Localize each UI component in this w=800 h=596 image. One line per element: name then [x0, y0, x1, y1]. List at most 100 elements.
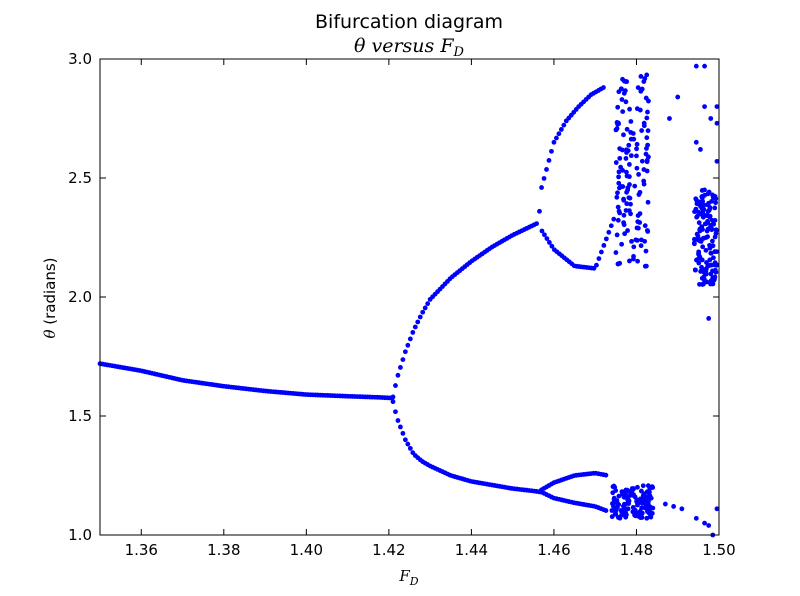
chaotic-point [631, 244, 637, 250]
chaotic-point [693, 267, 698, 273]
chaotic-point [639, 128, 645, 133]
chaotic-point [693, 206, 699, 212]
chaotic-point [635, 85, 641, 90]
chaotic-point [616, 169, 622, 175]
chaotic-point [699, 264, 704, 270]
chart-subtitle-var: F [439, 35, 454, 57]
chaotic-point [624, 201, 630, 207]
chaotic-point [643, 248, 649, 254]
chaotic-point [624, 169, 629, 175]
chaotic-point [641, 120, 647, 126]
branch-point [393, 383, 398, 388]
chaotic-point [644, 228, 650, 233]
chaotic-point [711, 255, 716, 261]
chaotic-point [712, 234, 718, 240]
chaotic-point [624, 79, 630, 85]
branch-point [410, 330, 416, 335]
chaotic-point [624, 189, 629, 195]
chaotic-point [628, 201, 633, 207]
chaotic-point [631, 136, 637, 142]
chaotic-point [692, 241, 697, 247]
chaotic-point [697, 281, 702, 287]
chaotic-point [614, 232, 620, 238]
scatter-point [693, 139, 699, 145]
branch-point [400, 357, 406, 362]
branch-point [603, 472, 609, 478]
chaotic-point [703, 247, 709, 253]
chaotic-point [618, 86, 624, 92]
chaotic-point [632, 183, 638, 189]
scatter-point [706, 316, 712, 321]
branch-point [390, 399, 396, 405]
chaotic-point [644, 515, 650, 521]
scatter-point [714, 120, 720, 126]
chaotic-point [705, 209, 711, 214]
chaotic-point [616, 502, 622, 508]
chaotic-point [621, 132, 626, 138]
branch-point [561, 122, 567, 128]
branch-point [402, 437, 408, 443]
branch-point [544, 167, 549, 172]
chaotic-point [634, 225, 640, 231]
scatter-point [679, 506, 685, 512]
scatter-point [714, 158, 720, 164]
chaotic-point [644, 146, 649, 151]
branch-point [422, 305, 428, 311]
chaotic-point [712, 262, 718, 268]
chaotic-point [617, 155, 623, 161]
branch-point [606, 229, 612, 235]
chaotic-point [615, 190, 620, 196]
chaotic-point [648, 495, 654, 501]
chaotic-point [701, 276, 707, 282]
chaotic-point [644, 135, 650, 141]
scatter-point [675, 94, 681, 100]
x-tick-label: 1.50 [702, 541, 735, 559]
chaotic-point [634, 146, 639, 152]
scatter-point [714, 506, 720, 512]
chaotic-point [623, 156, 629, 161]
chaotic-point [626, 501, 632, 506]
chaotic-point [627, 106, 632, 112]
chaotic-point [624, 126, 630, 132]
chaotic-point [710, 192, 715, 198]
x-tick-label: 1.44 [455, 541, 488, 559]
chaotic-point [705, 226, 711, 232]
branch-point [402, 349, 408, 355]
branch-point [412, 324, 418, 330]
branch-point [594, 262, 599, 268]
chaotic-point [645, 109, 650, 115]
chaotic-point [640, 493, 646, 499]
chaotic-point [644, 115, 650, 121]
branch-point [395, 418, 401, 423]
chaotic-point [610, 490, 616, 496]
scatter-point [662, 501, 668, 507]
y-tick-label: 2.0 [68, 288, 92, 306]
branch-point [554, 135, 559, 141]
chaotic-point [615, 204, 621, 210]
y-axis-label-rest: (radians) [41, 257, 59, 329]
chaotic-point [610, 484, 616, 490]
chaotic-point [635, 502, 640, 508]
branch-point [417, 314, 423, 320]
scatter-point [702, 104, 707, 109]
chart-subtitle-prefix: θ versus [354, 35, 440, 57]
x-tick-label: 1.42 [372, 541, 405, 559]
chaotic-point [627, 162, 632, 167]
branch-point [551, 139, 557, 145]
branch-point [596, 256, 602, 261]
scatter-point [702, 187, 707, 193]
branch-point [393, 409, 398, 415]
chaotic-point [631, 493, 637, 499]
chaotic-point [619, 489, 625, 495]
x-tick-label: 1.46 [537, 541, 570, 559]
branch-point [534, 221, 539, 227]
scatter-point [702, 520, 707, 526]
y-axis-label: θ (radians) [41, 257, 59, 338]
chaotic-point [709, 218, 715, 223]
chaotic-point [634, 106, 640, 112]
chaotic-point [645, 128, 651, 134]
chaotic-point [644, 159, 650, 165]
chaotic-point [623, 208, 629, 213]
chaotic-point [700, 214, 706, 220]
y-tick-label: 2.5 [68, 169, 92, 187]
